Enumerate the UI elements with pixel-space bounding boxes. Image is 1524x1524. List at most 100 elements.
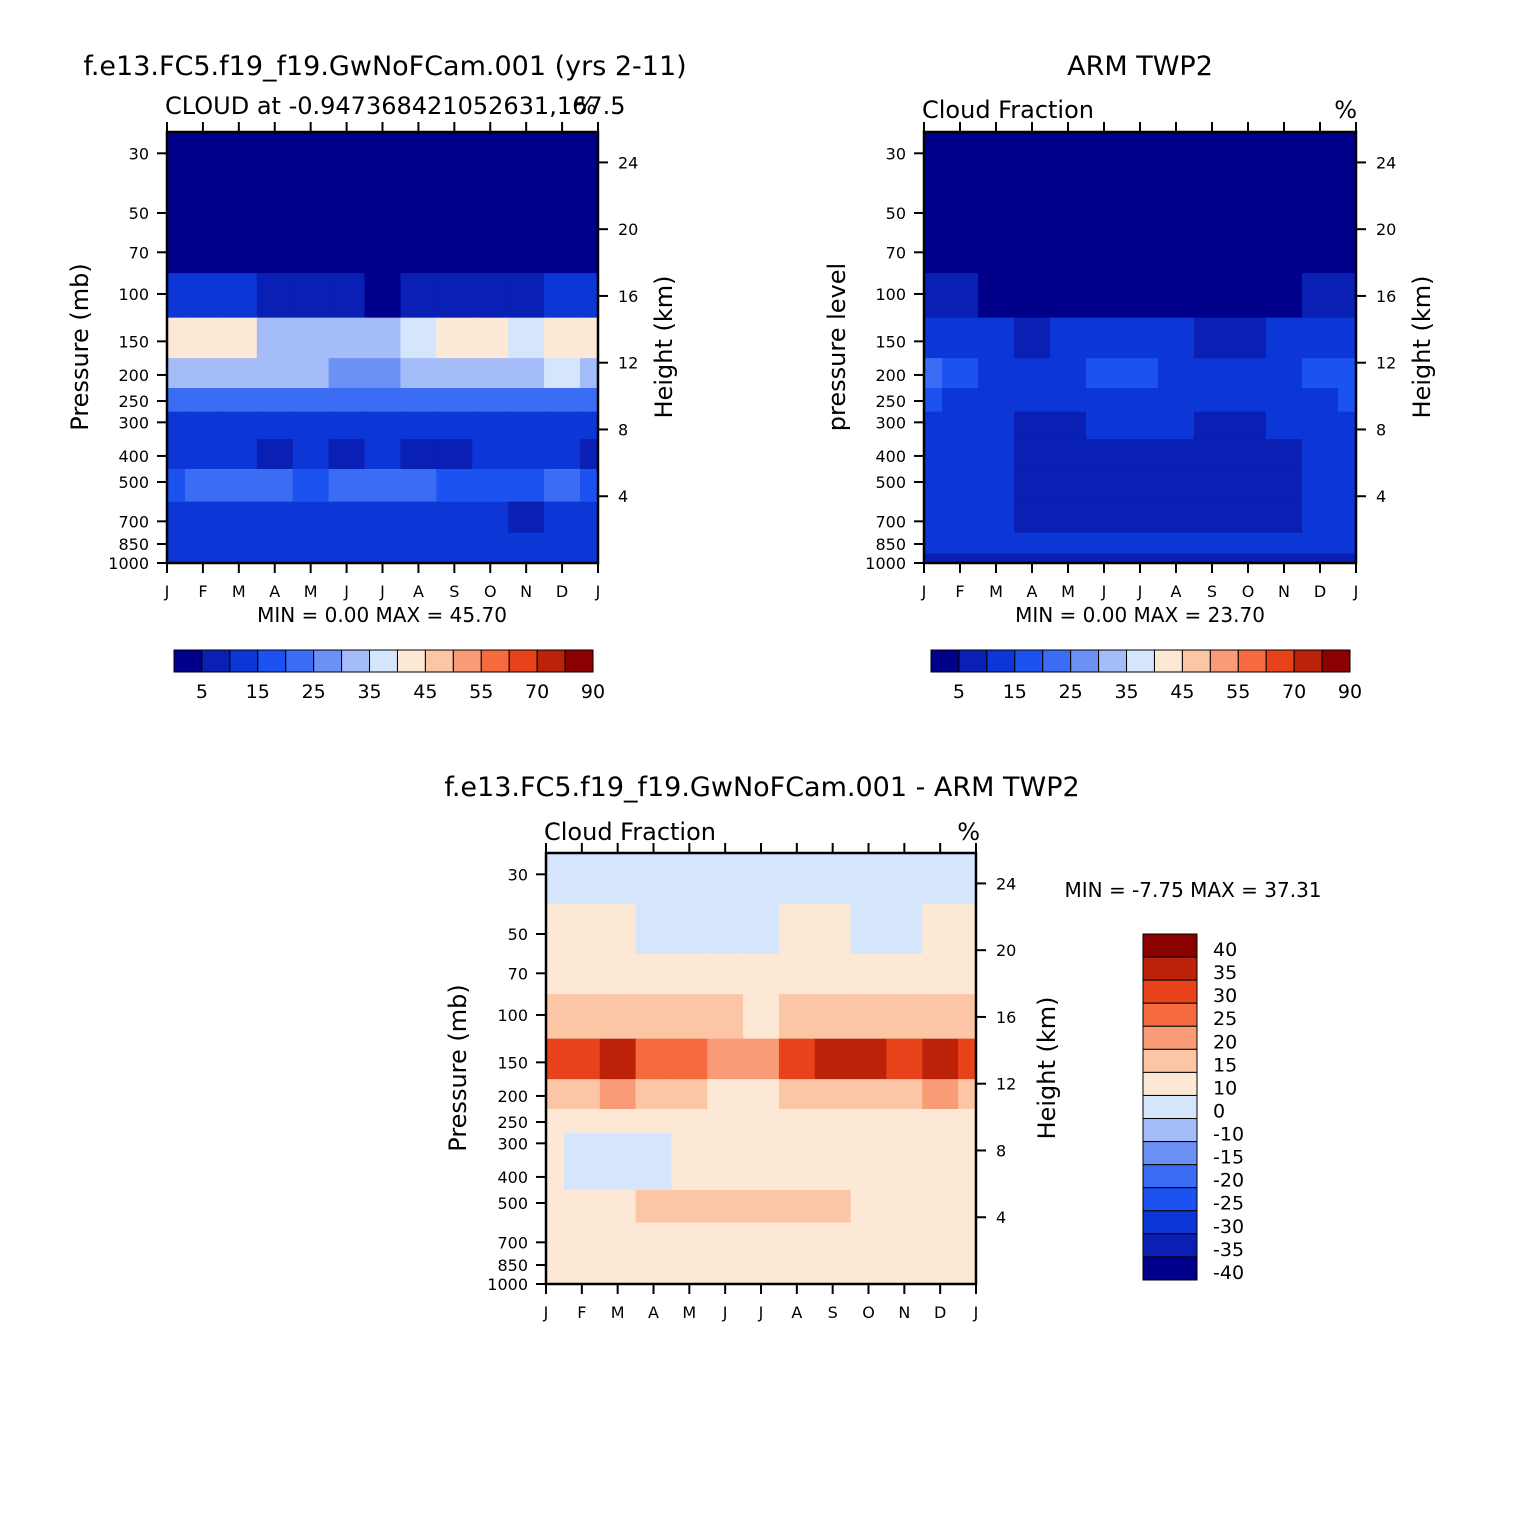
obs-cell [1158, 183, 1195, 234]
obs-cell [1230, 132, 1267, 184]
obs-cell [1230, 183, 1267, 234]
model-cell [400, 183, 437, 234]
diff-right-title: % [957, 818, 980, 846]
diff-cell [958, 853, 977, 905]
model-cell [580, 358, 599, 389]
model-y-tick-label: 150 [118, 332, 149, 351]
diff-colorbar-label: 30 [1213, 985, 1237, 1007]
model-cell [436, 317, 473, 359]
model-cell [400, 358, 437, 389]
model-cell [472, 411, 509, 440]
obs-cell [924, 411, 943, 440]
diff-cell [886, 1108, 923, 1134]
model-colorbar-swatch [424, 649, 454, 673]
obs-cell [1158, 553, 1195, 564]
diff-colorbar-swatch [1142, 1094, 1198, 1120]
model-cell [256, 439, 294, 470]
model-cell [167, 387, 186, 413]
model-cell [472, 132, 509, 184]
obs-cell [942, 553, 979, 564]
obs-cell [1158, 232, 1195, 274]
obs-cell [1266, 501, 1303, 534]
obs-cell [1266, 132, 1303, 184]
diff-colorbar-label: -20 [1213, 1170, 1244, 1192]
diff-cell [922, 994, 959, 1040]
obs-cell [1014, 183, 1051, 234]
diff-colorbar-label: 35 [1213, 962, 1237, 984]
obs-cell [1266, 439, 1303, 470]
obs-cell [1014, 232, 1051, 274]
obs-y-tick-label: 200 [875, 366, 906, 385]
diff-cell [814, 1222, 852, 1255]
model-cell [256, 273, 294, 319]
obs-cell [1122, 468, 1159, 503]
model-cell [184, 232, 222, 274]
diff-cell [814, 1079, 852, 1110]
obs-right-title: % [1334, 96, 1357, 124]
diff-cell [563, 1222, 601, 1255]
diff-cell [850, 1160, 888, 1191]
diff-cell [671, 953, 708, 995]
obs-cell [1338, 317, 1357, 359]
diff-colorbar-swatch [1142, 1187, 1198, 1212]
model-cell [292, 501, 330, 534]
obs-cell [1266, 387, 1303, 413]
model-y-tick-label: 200 [118, 366, 149, 385]
obs-cell [1158, 132, 1195, 184]
obs-cell [1338, 468, 1357, 503]
obs-cell [1338, 232, 1357, 274]
diff-cell [922, 1274, 959, 1285]
diff-x-tick-label: J [722, 1303, 728, 1322]
obs-y-right-tick-label: 12 [1376, 354, 1396, 373]
obs-x-tick-label: M [1061, 582, 1075, 601]
diff-colorbar-swatch [1142, 1233, 1198, 1258]
model-x-tick-label: N [520, 582, 532, 601]
obs-colorbar-swatch [1321, 649, 1351, 673]
diff-colorbar-label: -35 [1213, 1239, 1244, 1261]
diff-cell [886, 904, 923, 955]
model-colorbar-swatch [257, 649, 287, 673]
model-x-tick-label: J [379, 582, 385, 601]
diff-cell [707, 994, 744, 1040]
obs-cell [942, 501, 979, 534]
diff-cell [958, 904, 977, 955]
diff-y-axis-label: Pressure (mb) [444, 984, 472, 1151]
diff-cell [563, 1274, 601, 1285]
model-cell [292, 273, 330, 319]
model-cell [544, 439, 581, 470]
model-cell [256, 183, 294, 234]
obs-colorbar-swatch [1209, 649, 1239, 673]
diff-cell [546, 1222, 565, 1255]
model-colorbar-swatch [396, 649, 426, 673]
obs-colorbar-swatch [930, 649, 960, 673]
model-cell [580, 132, 599, 184]
obs-cell [1050, 468, 1087, 503]
model-cell [508, 317, 545, 359]
obs-cell [1230, 468, 1267, 503]
model-cell [292, 439, 330, 470]
model-colorbar-swatch [536, 649, 566, 673]
diff-cell [922, 953, 959, 995]
diff-cell [563, 1189, 601, 1224]
obs-cell [1338, 411, 1357, 440]
model-cell [580, 501, 599, 534]
obs-cell [1302, 501, 1339, 534]
obs-cell [1302, 387, 1339, 413]
diff-cell [635, 1132, 673, 1161]
obs-cell [1338, 501, 1357, 534]
model-x-tick-label: A [413, 582, 424, 601]
model-cell [580, 273, 599, 319]
obs-cell [942, 358, 979, 389]
model-cell [544, 387, 581, 413]
model-cell [328, 501, 366, 534]
model-y-axis-label: Pressure (mb) [66, 263, 94, 430]
diff-cell [671, 904, 708, 955]
obs-x-tick-label: F [955, 582, 964, 601]
model-cell [508, 501, 545, 534]
model-colorbar-swatch [564, 649, 594, 673]
obs-cell [1194, 358, 1231, 389]
model-colorbar-swatch [480, 649, 510, 673]
model-top-title: f.e13.FC5.f19_f19.GwNoFCam.001 (yrs 2-11… [83, 51, 686, 82]
model-cell [184, 532, 222, 555]
obs-cell [978, 532, 1015, 555]
